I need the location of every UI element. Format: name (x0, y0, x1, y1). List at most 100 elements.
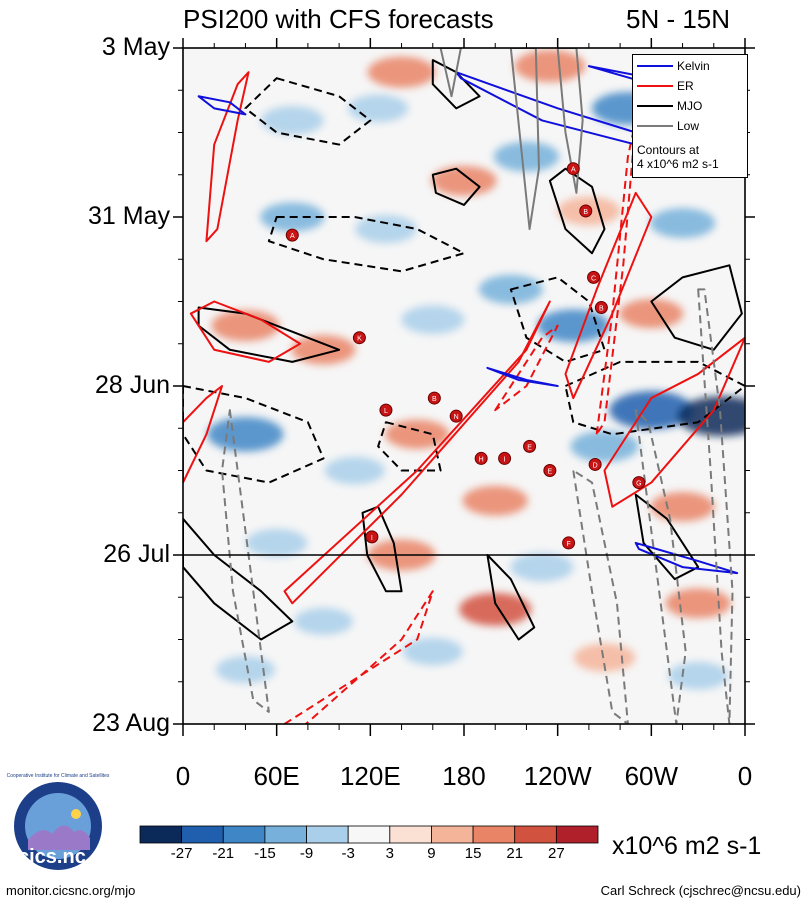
anomaly-blob (367, 56, 436, 88)
credit-right: Carl Schreck (cjschrec@ncsu.edu) (600, 883, 801, 898)
storm-symbol (587, 270, 601, 284)
anomaly-blob (245, 528, 308, 558)
legend-item-low: Low (637, 118, 699, 134)
storm-symbol (562, 536, 576, 550)
storm-symbol (474, 451, 488, 465)
storm-label: N (454, 414, 459, 421)
colorbar-tick-label: -27 (170, 845, 193, 862)
storm-symbol (523, 439, 537, 453)
low-contour (221, 409, 270, 713)
anomaly-blob (649, 208, 716, 238)
storm-marker: B (594, 301, 608, 315)
colorbar-bin (555, 825, 599, 844)
storm-symbol (285, 228, 299, 242)
colorbar-tick-label: -9 (299, 845, 314, 862)
kelvin-swatch (637, 65, 673, 67)
storm-label: B (599, 306, 604, 313)
y-tick-label: 28 Jun (94, 371, 170, 399)
colorbar-bin (514, 825, 557, 844)
y-tick-label: 23 Aug (92, 709, 170, 737)
colorbar-tick-label: 21 (506, 845, 524, 862)
x-tick-label: 180 (442, 761, 486, 791)
anomaly-blob (431, 165, 497, 196)
storm-label: A (290, 233, 295, 240)
storm-label: E (548, 469, 553, 476)
low-contour (439, 48, 462, 98)
storm-symbol (594, 301, 608, 315)
storm-marker: F (562, 536, 576, 550)
colorbar-bin (264, 825, 307, 844)
mjo-contour (548, 167, 606, 255)
anomaly-blob (348, 94, 409, 123)
storm-symbol (566, 162, 580, 176)
anomaly-blob (402, 637, 463, 666)
er-contour (603, 336, 745, 508)
low-contour (697, 288, 734, 724)
storm-symbol (352, 331, 366, 345)
storm-label: B (432, 396, 437, 403)
anomaly-blob (294, 607, 353, 635)
anomaly-blob (510, 552, 574, 582)
mjo-contour (650, 264, 743, 351)
colorbar-bin (431, 825, 474, 844)
anomaly-blob (514, 49, 586, 83)
storm-marker: C (587, 270, 601, 284)
x-tick-label: 60W (624, 761, 679, 791)
er-contour (205, 71, 250, 243)
legend-item-mjo: MJO (637, 98, 702, 114)
storm-label: E (527, 444, 532, 451)
mjo-contour (267, 216, 465, 273)
anomaly-blob (609, 391, 694, 430)
colorbar-bin (306, 825, 349, 844)
logo-ring-text: Cooperative Institute for Climate and Sa… (6, 773, 110, 779)
colorbar-bin (139, 825, 183, 844)
low-contour (572, 469, 629, 724)
er-swatch (637, 85, 673, 87)
storm-label: A (571, 167, 576, 174)
storm-symbol (365, 530, 379, 544)
mjo-contour (244, 77, 372, 146)
legend-note: Contours at 4 x10^6 m2 s-1 (637, 143, 719, 171)
storm-label: I (371, 535, 373, 542)
anomaly-blob (570, 430, 639, 462)
storm-label: G (636, 481, 641, 488)
kelvin-contour (634, 541, 739, 575)
storm-marker: D (588, 457, 602, 471)
x-tick-label: 0 (737, 761, 753, 791)
anomaly-blob (401, 305, 465, 334)
mjo-contour (377, 421, 442, 472)
mjo-contour (431, 59, 481, 110)
title-left: PSI200 with CFS forecasts (183, 4, 494, 34)
mjo-contour (634, 493, 700, 581)
low-contour (556, 48, 584, 194)
y-tick-label: 26 Jul (103, 540, 170, 568)
legend-item-er: ER (637, 78, 694, 94)
legend-label: Low (677, 119, 700, 133)
legend-label: Kelvin (677, 59, 710, 73)
colorbar-tick-label: 15 (464, 845, 482, 862)
legend-note-line: Contours at (637, 143, 700, 157)
storm-symbol (632, 476, 646, 490)
anomaly-blob (324, 456, 385, 485)
anomaly-blob (216, 656, 275, 684)
anomaly-blob (537, 309, 610, 343)
legend-label: MJO (677, 99, 703, 113)
er-contour (283, 300, 551, 605)
anomaly-blob (462, 485, 528, 516)
legend-note-line: 4 x10^6 m2 s-1 (637, 157, 719, 171)
storm-marker: K (352, 331, 366, 345)
colorbar-tick-label: 3 (385, 845, 394, 862)
anomaly-blob (211, 310, 280, 342)
storm-symbol (379, 403, 393, 417)
x-tick-label: 120W (523, 761, 592, 791)
mjo-contour (509, 276, 606, 363)
storm-symbol (588, 457, 602, 471)
low-swatch (637, 125, 673, 127)
anomaly-blob (493, 141, 560, 172)
colorbar-tick-label: -15 (254, 845, 276, 862)
storm-marker: E (543, 464, 557, 477)
colorbar-bin (472, 825, 516, 844)
storm-marker: B (579, 204, 593, 218)
storm-symbol (449, 409, 463, 423)
storm-label: F (566, 541, 570, 548)
